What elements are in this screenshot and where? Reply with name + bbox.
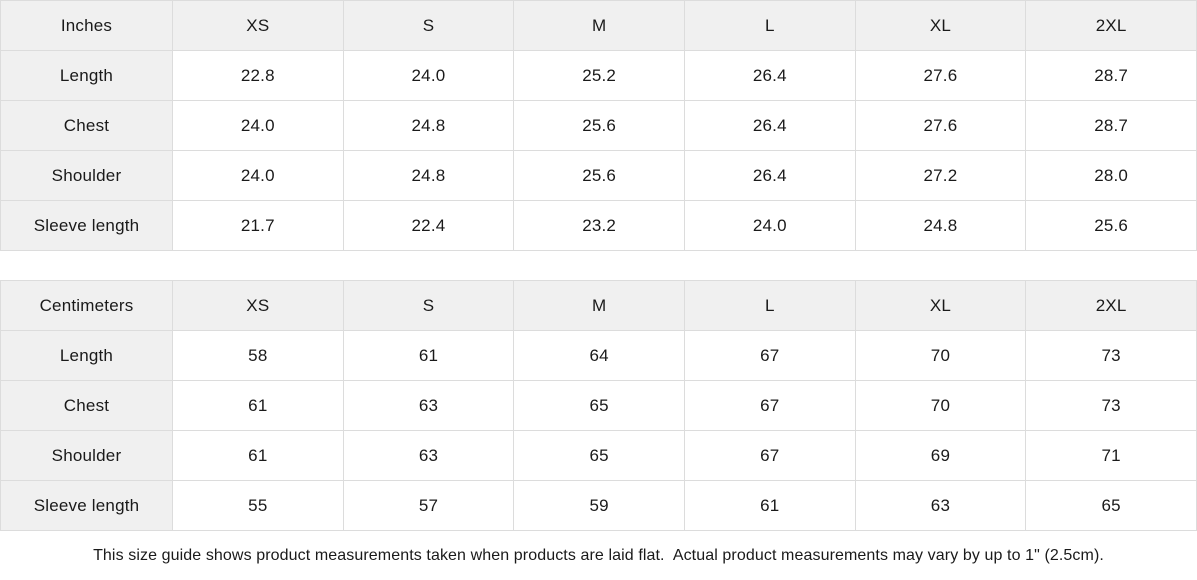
- table-separator: [0, 251, 1197, 280]
- measurement-cell: 70: [854, 380, 1027, 431]
- size-header-l: L: [683, 280, 856, 331]
- measurement-cell: 28.0: [1025, 150, 1197, 201]
- header-row-inches: Inches XS S M L XL 2XL: [0, 0, 1197, 51]
- size-header-l: L: [683, 0, 856, 51]
- measurement-cell: 25.6: [1025, 200, 1197, 251]
- measurement-cell: 27.6: [854, 100, 1027, 151]
- measurement-cell: 25.6: [513, 100, 685, 151]
- table-row-shoulder: Shoulder 61 63 65 67 69 71: [0, 430, 1197, 481]
- size-header-2xl: 2XL: [1025, 280, 1197, 331]
- row-label: Shoulder: [0, 430, 173, 481]
- measurement-cell: 57: [342, 480, 515, 531]
- measurement-cell: 24.8: [342, 150, 515, 201]
- measurement-cell: 67: [683, 330, 856, 381]
- row-label: Chest: [0, 100, 173, 151]
- size-header-xl: XL: [854, 0, 1027, 51]
- measurement-cell: 61: [172, 430, 344, 481]
- measurement-cell: 61: [342, 330, 515, 381]
- table-row-length: Length 58 61 64 67 70 73: [0, 330, 1197, 381]
- row-label: Shoulder: [0, 150, 173, 201]
- measurement-cell: 63: [854, 480, 1027, 531]
- size-header-m: M: [513, 0, 685, 51]
- measurement-cell: 26.4: [683, 50, 856, 101]
- measurement-cell: 73: [1025, 330, 1197, 381]
- measurement-cell: 26.4: [683, 100, 856, 151]
- measurement-cell: 61: [172, 380, 344, 431]
- measurement-cell: 22.4: [342, 200, 515, 251]
- measurement-cell: 22.8: [172, 50, 344, 101]
- row-label: Length: [0, 50, 173, 101]
- row-label: Chest: [0, 380, 173, 431]
- measurement-cell: 23.2: [513, 200, 685, 251]
- measurement-cell: 73: [1025, 380, 1197, 431]
- measurement-cell: 61: [683, 480, 856, 531]
- measurement-cell: 21.7: [172, 200, 344, 251]
- table-row-chest: Chest 24.0 24.8 25.6 26.4 27.6 28.7: [0, 100, 1197, 151]
- measurement-cell: 67: [683, 380, 856, 431]
- measurement-cell: 28.7: [1025, 100, 1197, 151]
- header-row-centimeters: Centimeters XS S M L XL 2XL: [0, 280, 1197, 331]
- measurement-cell: 63: [342, 430, 515, 481]
- size-header-xs: XS: [172, 0, 344, 51]
- measurement-cell: 24.0: [342, 50, 515, 101]
- measurement-cell: 55: [172, 480, 344, 531]
- measurement-cell: 65: [513, 430, 685, 481]
- size-header-xl: XL: [854, 280, 1027, 331]
- measurement-cell: 71: [1025, 430, 1197, 481]
- size-header-s: S: [342, 280, 515, 331]
- size-header-xs: XS: [172, 280, 344, 331]
- measurement-cell: 24.0: [683, 200, 856, 251]
- measurement-cell: 25.2: [513, 50, 685, 101]
- measurement-cell: 67: [683, 430, 856, 481]
- measurement-cell: 59: [513, 480, 685, 531]
- measurement-cell: 24.8: [854, 200, 1027, 251]
- measurement-cell: 27.2: [854, 150, 1027, 201]
- measurement-cell: 65: [1025, 480, 1197, 531]
- measurement-cell: 69: [854, 430, 1027, 481]
- table-row-shoulder: Shoulder 24.0 24.8 25.6 26.4 27.2 28.0: [0, 150, 1197, 201]
- table-row-sleeve-length: Sleeve length 55 57 59 61 63 65: [0, 480, 1197, 531]
- measurement-cell: 63: [342, 380, 515, 431]
- measurement-cell: 58: [172, 330, 344, 381]
- unit-header-centimeters: Centimeters: [0, 280, 173, 331]
- measurement-cell: 27.6: [854, 50, 1027, 101]
- measurement-cell: 65: [513, 380, 685, 431]
- measurement-cell: 64: [513, 330, 685, 381]
- size-header-2xl: 2XL: [1025, 0, 1197, 51]
- row-label: Sleeve length: [0, 480, 173, 531]
- measurement-cell: 26.4: [683, 150, 856, 201]
- row-label: Length: [0, 330, 173, 381]
- size-guide-disclaimer: This size guide shows product measuremen…: [0, 531, 1197, 580]
- measurement-cell: 24.8: [342, 100, 515, 151]
- size-header-s: S: [342, 0, 515, 51]
- size-table-inches: Inches XS S M L XL 2XL Length 22.8 24.0 …: [0, 0, 1197, 251]
- size-header-m: M: [513, 280, 685, 331]
- measurement-cell: 28.7: [1025, 50, 1197, 101]
- measurement-cell: 70: [854, 330, 1027, 381]
- row-label: Sleeve length: [0, 200, 173, 251]
- table-row-chest: Chest 61 63 65 67 70 73: [0, 380, 1197, 431]
- measurement-cell: 25.6: [513, 150, 685, 201]
- unit-header-inches: Inches: [0, 0, 173, 51]
- measurement-cell: 24.0: [172, 150, 344, 201]
- measurement-cell: 24.0: [172, 100, 344, 151]
- table-row-sleeve-length: Sleeve length 21.7 22.4 23.2 24.0 24.8 2…: [0, 200, 1197, 251]
- size-table-centimeters: Centimeters XS S M L XL 2XL Length 58 61…: [0, 280, 1197, 531]
- table-row-length: Length 22.8 24.0 25.2 26.4 27.6 28.7: [0, 50, 1197, 101]
